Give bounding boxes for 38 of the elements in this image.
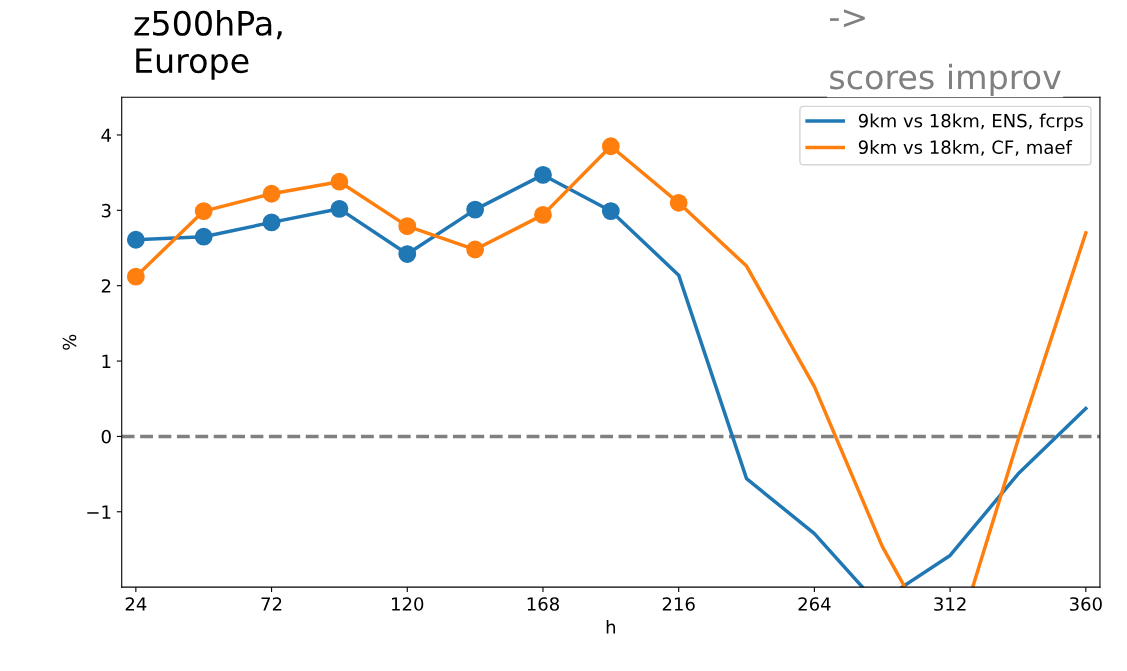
y-tick-label: 3 <box>101 203 111 218</box>
x-tick-label: 72 <box>261 597 282 611</box>
y-tick-label: 2 <box>101 279 111 293</box>
point <box>534 205 552 224</box>
x-tick-label: 264 <box>798 597 831 611</box>
y-tick-label: −1 <box>87 505 111 519</box>
text: -> <box>829 9 865 28</box>
x-tick-label: 168 <box>527 597 559 611</box>
x-tick-label: 24 <box>125 597 147 611</box>
chart-title: z500hPa, Europe <box>134 10 282 80</box>
y-tick-label: 4 <box>101 128 111 142</box>
x-tick-label: 216 <box>662 597 695 611</box>
legend-label: 9km vs 18km, ENS, fcrps <box>858 113 1083 132</box>
point <box>330 172 349 191</box>
x-axis-title: h <box>606 619 616 634</box>
x-tick-label: 120 <box>392 597 424 611</box>
point <box>466 240 485 259</box>
point <box>330 199 349 218</box>
point <box>398 245 417 263</box>
point <box>466 200 485 219</box>
point <box>669 193 688 212</box>
text: scores improv <box>830 63 1061 97</box>
y-tick-label: 1 <box>102 354 111 368</box>
x-tick-label: 312 <box>934 597 966 611</box>
point <box>601 137 620 156</box>
point <box>398 217 417 236</box>
point <box>194 227 213 246</box>
point <box>126 267 145 286</box>
point <box>262 213 281 232</box>
point <box>262 184 281 203</box>
legend-label: 9km vs 18km, CF, maef <box>858 140 1073 156</box>
x-tick-label: 360 <box>1069 597 1102 611</box>
y-axis-title: % <box>62 334 77 350</box>
y-tick-label: 0 <box>101 429 111 444</box>
point <box>534 166 552 184</box>
point <box>126 230 145 249</box>
point <box>601 202 620 220</box>
point <box>194 202 213 220</box>
